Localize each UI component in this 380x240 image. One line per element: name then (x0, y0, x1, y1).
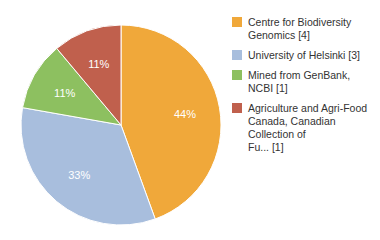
html-text:University of Helsinki [3]: University of Helsinki [3] (248, 49, 360, 61)
html-text:Centre for Biodiversity Genomi: Centre for Biodiversity Genomics [4] (248, 16, 352, 41)
svg-text:11%: 11% (88, 58, 109, 70)
svg-text:11%: 11% (54, 87, 75, 99)
svg-text:44%: 44% (174, 108, 196, 120)
html-text:Agriculture and Agri-Food Cana: Agriculture and Agri-Food Canada, Canadi… (248, 102, 368, 153)
svg-text:33%: 33% (68, 169, 90, 181)
html-text:Mined from GenBank, NCBI [1]: Mined from GenBank, NCBI [1] (248, 69, 351, 94)
